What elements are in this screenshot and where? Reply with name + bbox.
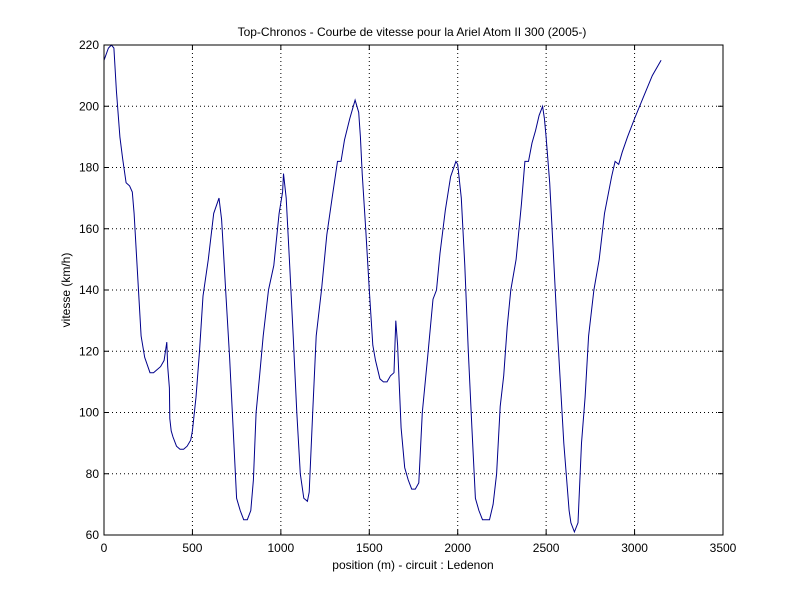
y-tick-label: 80 [86,467,100,481]
y-tick-label: 100 [79,406,99,420]
x-tick-label: 1500 [356,541,383,555]
x-tick-label: 2500 [533,541,560,555]
y-axis-label: vitesse (km/h) [59,253,73,328]
x-axis-label: position (m) - circuit : Ledenon [332,558,493,572]
grid-lines [104,45,723,535]
y-tick-label: 60 [86,528,100,542]
speed-series-line [103,44,662,534]
x-tick-label: 0 [101,541,108,555]
y-tick-label: 120 [79,344,99,358]
chart-title: Top-Chronos - Courbe de vitesse pour la … [238,25,587,39]
y-tick-label: 140 [79,283,99,297]
x-ticks: 0 500 1000 1500 2000 2500 3000 3500 [101,45,737,555]
y-ticks: 60 80 100 120 140 160 180 200 220 [79,38,723,542]
x-tick-label: 500 [182,541,202,555]
y-tick-label: 200 [79,99,99,113]
x-tick-label: 3500 [710,541,737,555]
y-tick-label: 160 [79,222,99,236]
x-tick-label: 2000 [444,541,471,555]
x-tick-label: 1000 [268,541,295,555]
y-tick-label: 220 [79,38,99,52]
x-tick-label: 3000 [621,541,648,555]
y-tick-label: 180 [79,161,99,175]
series-group [103,44,662,534]
